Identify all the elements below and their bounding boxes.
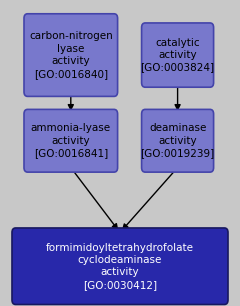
Text: formimidoyltetrahydrofolate
cyclodeaminase
activity
[GO:0030412]: formimidoyltetrahydrofolate cyclodeamina… [46, 243, 194, 290]
FancyBboxPatch shape [142, 23, 214, 87]
FancyBboxPatch shape [142, 110, 214, 172]
FancyBboxPatch shape [24, 110, 118, 172]
Text: carbon-nitrogen
lyase
activity
[GO:0016840]: carbon-nitrogen lyase activity [GO:00168… [29, 32, 113, 79]
FancyBboxPatch shape [24, 14, 118, 96]
Text: catalytic
activity
[GO:0003824]: catalytic activity [GO:0003824] [141, 38, 215, 73]
Text: deaminase
activity
[GO:0019239]: deaminase activity [GO:0019239] [140, 123, 215, 158]
FancyBboxPatch shape [12, 228, 228, 304]
Text: ammonia-lyase
activity
[GO:0016841]: ammonia-lyase activity [GO:0016841] [31, 123, 111, 158]
